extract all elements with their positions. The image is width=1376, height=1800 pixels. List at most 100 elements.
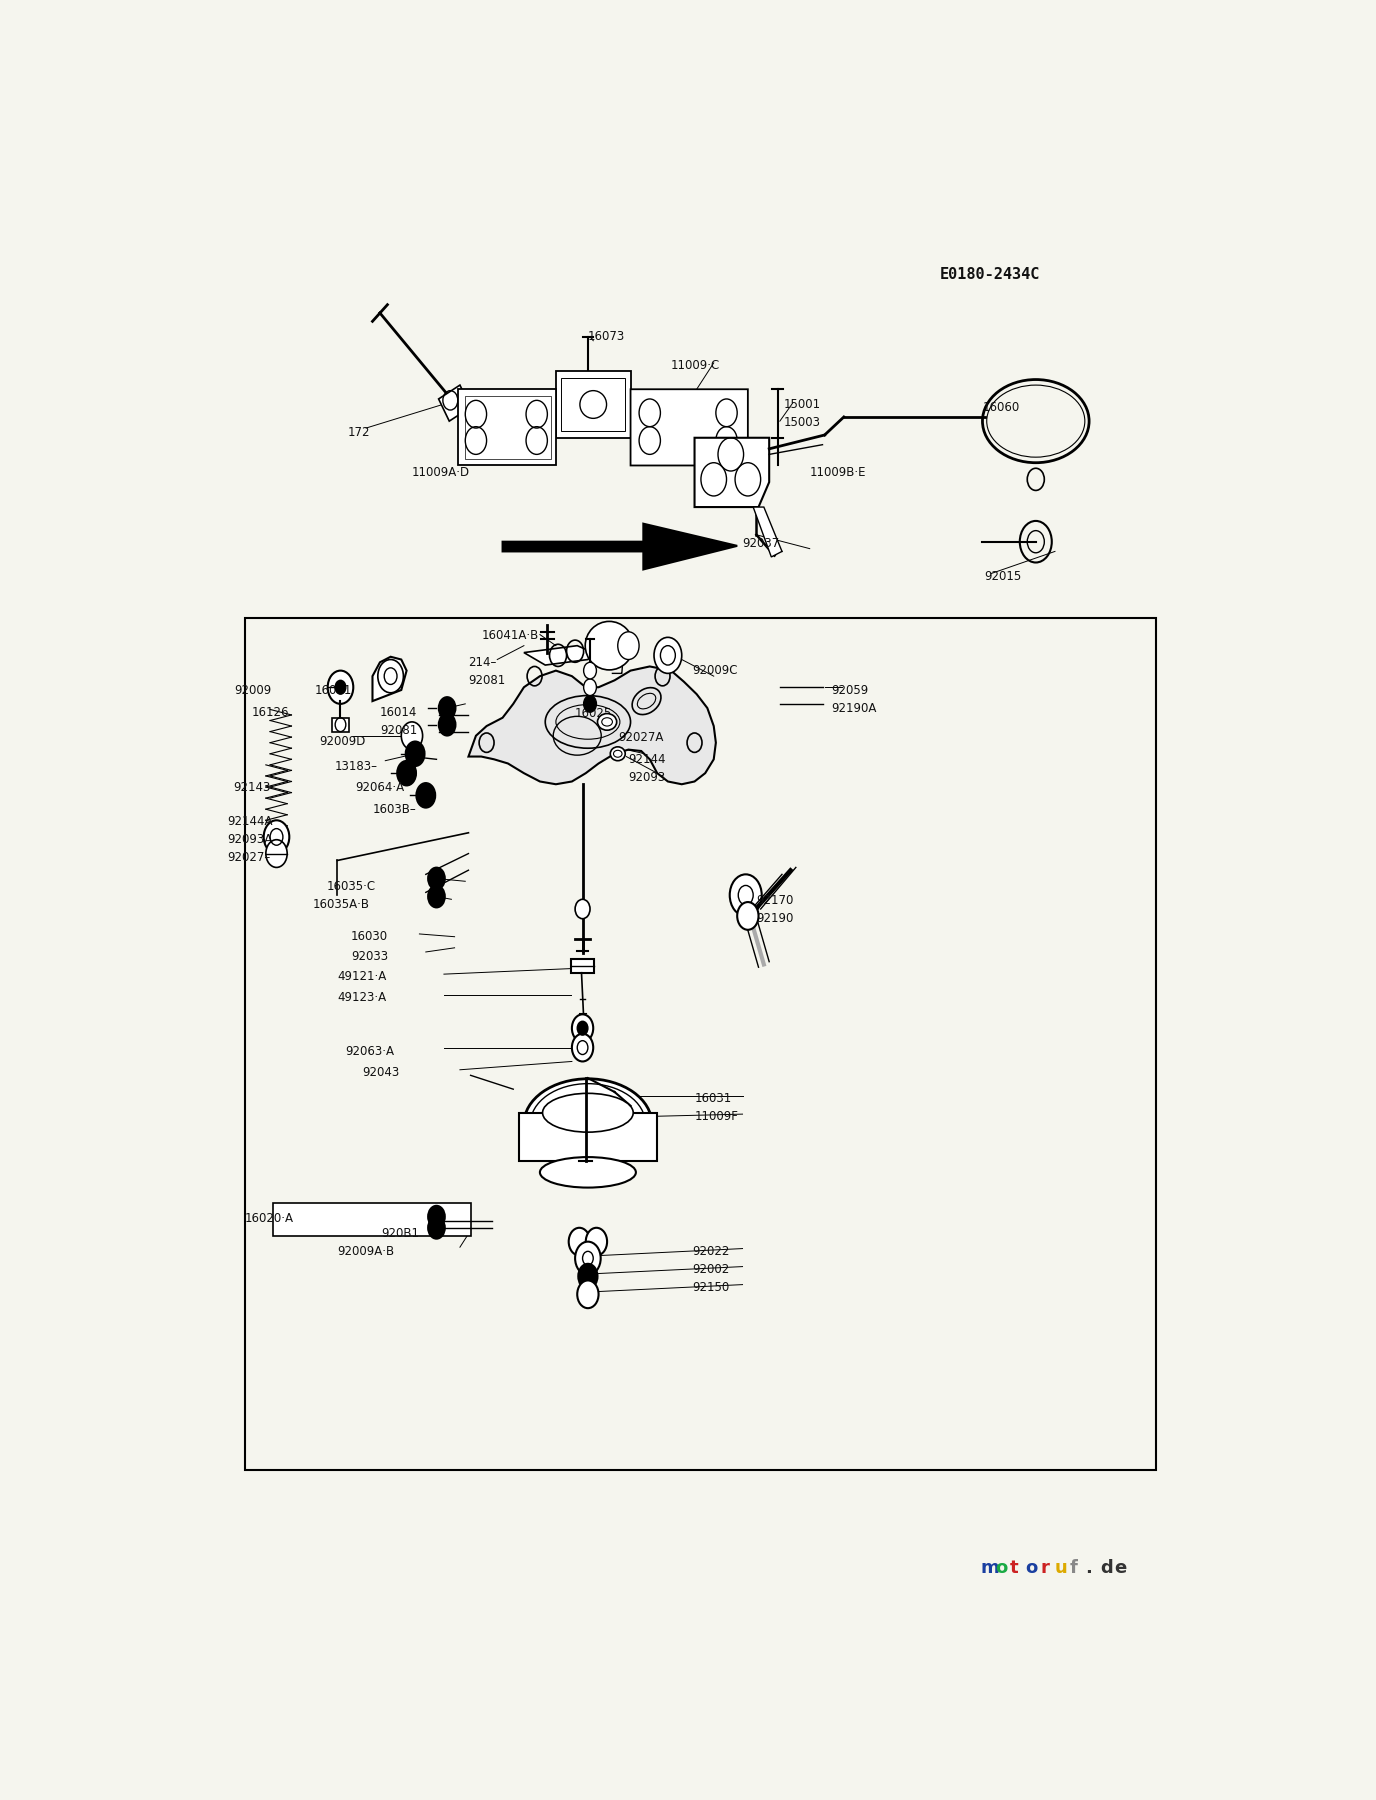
Text: t: t xyxy=(1010,1559,1018,1577)
Text: 16025: 16025 xyxy=(575,707,612,720)
Text: 92002: 92002 xyxy=(692,1264,729,1276)
Text: 92015: 92015 xyxy=(985,571,1022,583)
Text: 11009A·D: 11009A·D xyxy=(411,466,471,479)
Text: .: . xyxy=(1084,1559,1091,1577)
Text: 92063·A: 92063·A xyxy=(345,1046,394,1058)
Polygon shape xyxy=(458,389,556,466)
Text: 92009: 92009 xyxy=(234,684,271,697)
Text: 92064·A: 92064·A xyxy=(355,781,405,794)
Text: 92150: 92150 xyxy=(692,1282,729,1294)
Text: 92081: 92081 xyxy=(468,673,506,688)
Text: 92093A: 92093A xyxy=(227,833,272,846)
Text: 15001: 15001 xyxy=(784,398,821,410)
Circle shape xyxy=(336,680,345,695)
Circle shape xyxy=(266,839,288,868)
Text: 13183–: 13183– xyxy=(336,760,378,772)
Text: 16041A·B: 16041A·B xyxy=(482,630,538,643)
Polygon shape xyxy=(630,389,749,466)
Polygon shape xyxy=(439,385,471,421)
Text: 214–: 214– xyxy=(468,655,497,670)
Text: 16126: 16126 xyxy=(252,706,289,718)
Bar xyxy=(274,1202,471,1237)
Circle shape xyxy=(378,659,403,693)
Text: 92009D: 92009D xyxy=(319,734,366,747)
Circle shape xyxy=(568,1228,590,1256)
Text: u: u xyxy=(1055,1559,1068,1577)
Circle shape xyxy=(327,671,354,704)
Text: 92022: 92022 xyxy=(692,1246,729,1258)
Text: 49123·A: 49123·A xyxy=(337,992,387,1004)
Polygon shape xyxy=(373,657,407,702)
Circle shape xyxy=(738,902,758,931)
Text: 11009·C: 11009·C xyxy=(671,360,720,373)
Circle shape xyxy=(398,761,416,785)
Polygon shape xyxy=(556,371,630,437)
Text: 16035A·B: 16035A·B xyxy=(312,898,370,911)
Circle shape xyxy=(428,886,444,907)
Ellipse shape xyxy=(539,1157,636,1188)
Circle shape xyxy=(572,1015,593,1042)
Text: 92027A: 92027A xyxy=(618,731,663,743)
Polygon shape xyxy=(753,508,782,556)
Polygon shape xyxy=(332,718,350,731)
Text: m: m xyxy=(980,1559,999,1577)
Text: 1603B–: 1603B– xyxy=(373,803,416,815)
Polygon shape xyxy=(695,437,769,508)
Circle shape xyxy=(729,875,762,916)
Circle shape xyxy=(654,637,681,673)
Text: 11009B·E: 11009B·E xyxy=(809,466,867,479)
Text: 92033: 92033 xyxy=(351,950,388,963)
Text: 92043: 92043 xyxy=(362,1066,399,1078)
Circle shape xyxy=(402,722,422,749)
Text: d: d xyxy=(1099,1559,1113,1577)
Ellipse shape xyxy=(530,1084,645,1165)
Circle shape xyxy=(578,1264,597,1289)
Polygon shape xyxy=(502,524,738,569)
Text: 92190: 92190 xyxy=(757,913,794,925)
Circle shape xyxy=(572,1033,593,1062)
Text: 92144: 92144 xyxy=(629,752,666,765)
Text: 920B1: 920B1 xyxy=(381,1228,420,1240)
Text: 16020·A: 16020·A xyxy=(245,1211,293,1224)
Text: o: o xyxy=(1025,1559,1038,1577)
Text: E0180-2434C: E0180-2434C xyxy=(940,266,1040,283)
Text: 172: 172 xyxy=(348,427,370,439)
Circle shape xyxy=(416,783,435,808)
Circle shape xyxy=(406,742,425,767)
Ellipse shape xyxy=(611,747,625,761)
Circle shape xyxy=(439,697,455,720)
Bar xyxy=(571,959,594,972)
Text: 92027–: 92027– xyxy=(227,851,271,864)
Text: 92144A: 92144A xyxy=(227,815,272,828)
Text: 92170: 92170 xyxy=(757,895,794,907)
Text: f: f xyxy=(1071,1559,1077,1577)
Ellipse shape xyxy=(542,1093,633,1132)
Circle shape xyxy=(583,695,596,713)
Circle shape xyxy=(439,713,455,736)
Text: 92190A: 92190A xyxy=(831,702,877,715)
Text: r: r xyxy=(1040,1559,1049,1577)
Text: 92009A·B: 92009A·B xyxy=(337,1246,395,1258)
Text: 49121·A: 49121·A xyxy=(337,970,387,983)
Text: 92093: 92093 xyxy=(629,770,666,783)
Text: 92143: 92143 xyxy=(233,781,270,794)
Circle shape xyxy=(575,1242,601,1274)
Circle shape xyxy=(428,1217,444,1238)
Ellipse shape xyxy=(524,1078,652,1168)
Circle shape xyxy=(428,1206,444,1228)
Circle shape xyxy=(428,868,444,889)
Circle shape xyxy=(578,1280,599,1309)
Text: 16030: 16030 xyxy=(351,931,388,943)
Ellipse shape xyxy=(597,713,616,731)
Text: 16060: 16060 xyxy=(982,401,1020,414)
Circle shape xyxy=(578,1021,588,1035)
Text: 92037: 92037 xyxy=(743,536,780,549)
Polygon shape xyxy=(524,646,593,664)
Circle shape xyxy=(618,632,638,659)
Bar xyxy=(519,1112,658,1161)
Circle shape xyxy=(264,821,289,853)
Ellipse shape xyxy=(585,621,633,670)
Polygon shape xyxy=(468,666,716,785)
Text: 92081: 92081 xyxy=(380,724,417,736)
Text: 15003: 15003 xyxy=(784,416,821,428)
